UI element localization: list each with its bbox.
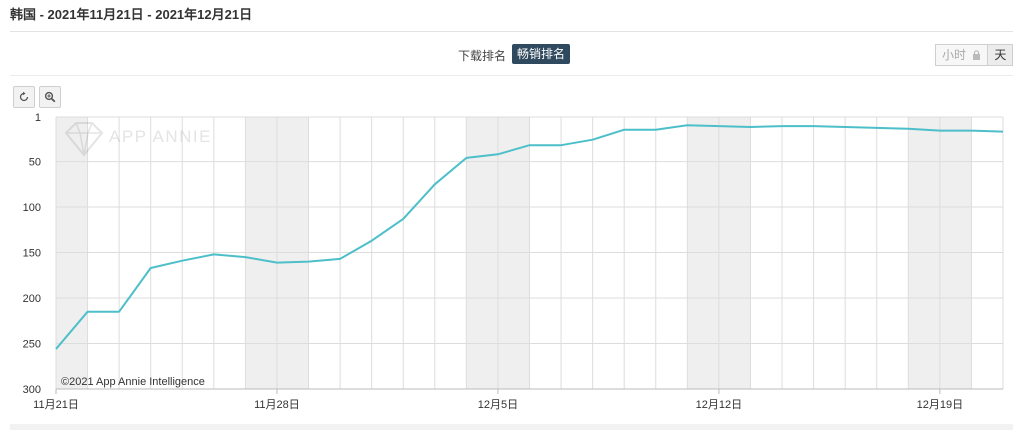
x-tick-label: 11月21日 bbox=[33, 399, 79, 411]
day-button[interactable]: 天 bbox=[988, 44, 1014, 66]
watermark: APP ANNIE bbox=[64, 122, 212, 157]
y-tick-label: 200 bbox=[23, 293, 41, 305]
reset-zoom-icon bbox=[19, 91, 29, 102]
zoom-icon bbox=[44, 91, 56, 103]
grid-lines bbox=[55, 116, 1004, 390]
chart-credits: ©2021 App Annie Intelligence bbox=[61, 376, 205, 388]
page-title: 韩国 - 2021年11月21日 - 2021年12月21日 bbox=[10, 7, 253, 22]
y-tick-label: 50 bbox=[29, 157, 41, 169]
x-tick-label: 11月28日 bbox=[254, 399, 300, 411]
grossing-rank-button[interactable]: 畅销排名 bbox=[512, 44, 571, 64]
x-tick-label: 12月19日 bbox=[917, 399, 963, 411]
y-tick-label: 1 bbox=[35, 112, 41, 124]
y-tick-label: 150 bbox=[23, 248, 41, 260]
toolbar-divider bbox=[10, 75, 1013, 76]
metric-toggle-row: 下载排名 畅销排名 小时 天 bbox=[0, 44, 1024, 66]
y-tick-label: 100 bbox=[23, 202, 41, 214]
y-tick-label: 250 bbox=[23, 339, 41, 351]
x-tick-label: 12月5日 bbox=[478, 399, 518, 411]
download-rank-button[interactable]: 下载排名 bbox=[458, 49, 507, 63]
series-line bbox=[55, 124, 1004, 350]
zoom-button[interactable] bbox=[39, 86, 61, 108]
y-tick-label: 300 bbox=[23, 384, 41, 396]
lock-icon bbox=[972, 50, 981, 62]
x-tick-label: 12月12日 bbox=[696, 399, 742, 411]
app-annie-logo-icon bbox=[64, 122, 104, 157]
series-layer bbox=[55, 124, 1004, 350]
hour-button[interactable]: 小时 bbox=[935, 44, 989, 66]
reset-zoom-button[interactable] bbox=[13, 86, 35, 108]
hour-label: 小时 bbox=[942, 48, 967, 62]
footer-band bbox=[10, 424, 1013, 430]
granularity-toggle: 小时 天 bbox=[935, 44, 1014, 66]
watermark-text: APP ANNIE bbox=[109, 127, 212, 146]
x-axis: 11月21日 11月28日 12月5日 12月12日 12月19日 bbox=[33, 388, 1003, 411]
title-divider bbox=[10, 31, 1013, 32]
